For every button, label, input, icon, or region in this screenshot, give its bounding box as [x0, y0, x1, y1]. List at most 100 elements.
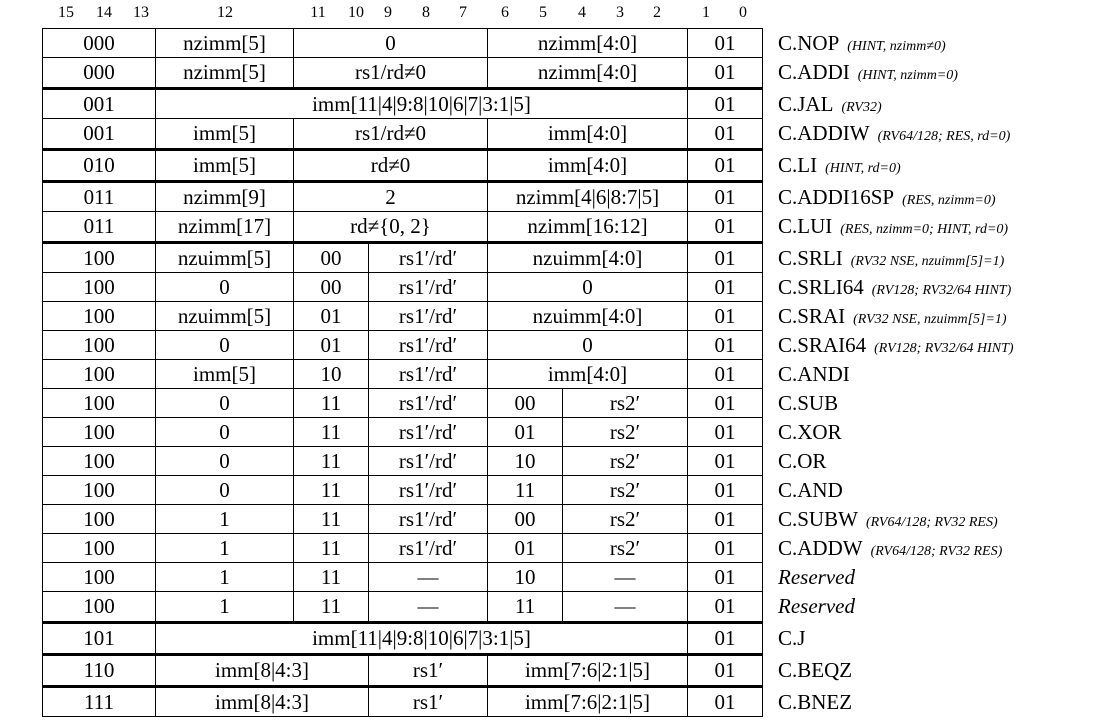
bit-number: 11 — [310, 4, 326, 21]
instruction: C.ADDW (RV64/128; RV32 RES) — [778, 534, 1002, 563]
field: rs1′/rd′ — [368, 534, 487, 563]
field: 10 — [487, 563, 562, 592]
field: rs2′ — [562, 534, 687, 563]
opcode: 111 — [42, 688, 155, 717]
row-line — [42, 301, 763, 302]
instruction: C.XOR — [778, 418, 842, 447]
instruction: C.JAL (RV32) — [778, 90, 882, 119]
field: imm[11|4|9:8|10|6|7|3:1|5] — [155, 90, 687, 119]
field: rs1′/rd′ — [368, 273, 487, 302]
opcode: 110 — [42, 656, 155, 685]
bit-number: 4 — [578, 4, 586, 21]
opcode: 000 — [42, 29, 155, 58]
bit-number: 10 — [348, 4, 364, 21]
field: rs2′ — [562, 418, 687, 447]
row-line — [42, 211, 763, 212]
instruction-note: (RV128; RV32/64 HINT) — [871, 283, 1012, 298]
instruction-name: C.SRAI — [778, 304, 846, 328]
field: — — [368, 563, 487, 592]
field: rs1′/rd′ — [368, 447, 487, 476]
field: imm[8|4:3] — [155, 656, 368, 685]
field: 11 — [487, 592, 562, 621]
field: rs2′ — [562, 447, 687, 476]
instruction: Reserved — [778, 592, 855, 621]
op-bits: 01 — [687, 656, 763, 685]
instruction: C.NOP (HINT, nzimm≠0) — [778, 29, 946, 58]
field: rd≠0 — [293, 151, 487, 180]
row-line — [42, 716, 763, 717]
bit-number: 3 — [616, 4, 624, 21]
instruction-name: C.LI — [778, 153, 818, 177]
instruction-name: C.SRLI64 — [778, 275, 864, 299]
opcode: 101 — [42, 624, 155, 653]
op-bits: 01 — [687, 244, 763, 273]
instruction: C.BNEZ — [778, 688, 852, 717]
instruction: Reserved — [778, 563, 855, 592]
row-line — [42, 57, 763, 58]
group-separator — [42, 180, 763, 183]
group-separator — [42, 87, 763, 90]
op-bits: 01 — [687, 505, 763, 534]
instruction: C.SRAI (RV32 NSE, nzuimm[5]=1) — [778, 302, 1007, 331]
opcode: 100 — [42, 302, 155, 331]
instruction-name: C.ADDI16SP — [778, 185, 895, 209]
field: 11 — [487, 476, 562, 505]
instruction-name: Reserved — [778, 565, 855, 589]
row-line — [42, 475, 763, 476]
field: nzimm[4|6|8:7|5] — [487, 183, 687, 212]
row-line — [42, 446, 763, 447]
opcode: 100 — [42, 447, 155, 476]
opcode: 010 — [42, 151, 155, 180]
field: 01 — [487, 418, 562, 447]
field: — — [368, 592, 487, 621]
field: rs2′ — [562, 505, 687, 534]
instruction: C.ADDI16SP (RES, nzimm=0) — [778, 183, 996, 212]
instruction-name: C.SRAI64 — [778, 333, 867, 357]
opcode: 100 — [42, 563, 155, 592]
instruction-name: C.ANDI — [778, 362, 850, 386]
field: 1 — [155, 534, 293, 563]
field: imm[4:0] — [487, 119, 687, 148]
instruction-name: C.LUI — [778, 214, 833, 238]
instruction: C.LUI (RES, nzimm=0; HINT, rd=0) — [778, 212, 1008, 241]
group-separator — [42, 653, 763, 656]
field: rs1′/rd′ — [368, 360, 487, 389]
field: 0 — [155, 476, 293, 505]
bit-number: 13 — [133, 4, 149, 21]
field: nzuimm[5] — [155, 244, 293, 273]
field: rs2′ — [562, 476, 687, 505]
instruction: C.SUB — [778, 389, 838, 418]
field: rs1′/rd′ — [368, 331, 487, 360]
instruction: C.SUBW (RV64/128; RV32 RES) — [778, 505, 998, 534]
opcode: 100 — [42, 360, 155, 389]
field: 1 — [155, 563, 293, 592]
op-bits: 01 — [687, 447, 763, 476]
field: nzimm[5] — [155, 29, 293, 58]
field: 11 — [293, 476, 368, 505]
opcode: 100 — [42, 331, 155, 360]
field: imm[7:6|2:1|5] — [487, 656, 687, 685]
row-line — [42, 417, 763, 418]
field: rs1′/rd′ — [368, 244, 487, 273]
field: 11 — [293, 447, 368, 476]
instruction: C.SRLI (RV32 NSE, nzuimm[5]=1) — [778, 244, 1004, 273]
instruction-note: (RV64/128; RES, rd=0) — [877, 129, 1011, 144]
opcode: 100 — [42, 505, 155, 534]
field: — — [562, 592, 687, 621]
bit-number: 6 — [501, 4, 509, 21]
instruction: C.SRAI64 (RV128; RV32/64 HINT) — [778, 331, 1014, 360]
instruction-name: Reserved — [778, 594, 855, 618]
field: rs1′/rd′ — [368, 476, 487, 505]
field: 11 — [293, 505, 368, 534]
bit-number: 14 — [96, 4, 112, 21]
bit-number: 15 — [58, 4, 74, 21]
field: imm[4:0] — [487, 360, 687, 389]
op-bits: 01 — [687, 418, 763, 447]
field: imm[11|4|9:8|10|6|7|3:1|5] — [155, 624, 687, 653]
opcode: 100 — [42, 273, 155, 302]
instruction: C.LI (HINT, rd=0) — [778, 151, 901, 180]
field: rs1′/rd′ — [368, 302, 487, 331]
instruction: C.BEQZ — [778, 656, 852, 685]
field: nzimm[4:0] — [487, 29, 687, 58]
